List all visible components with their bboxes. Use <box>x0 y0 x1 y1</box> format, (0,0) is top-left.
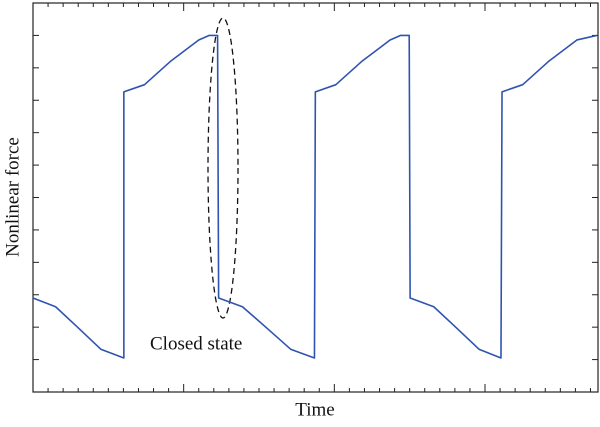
y-axis-label: Nonlinear force <box>2 137 23 257</box>
data-line <box>32 34 597 359</box>
x-axis-label: Time <box>295 399 334 420</box>
highlight-ellipse <box>207 17 239 319</box>
annotation: Closed state <box>150 333 242 354</box>
